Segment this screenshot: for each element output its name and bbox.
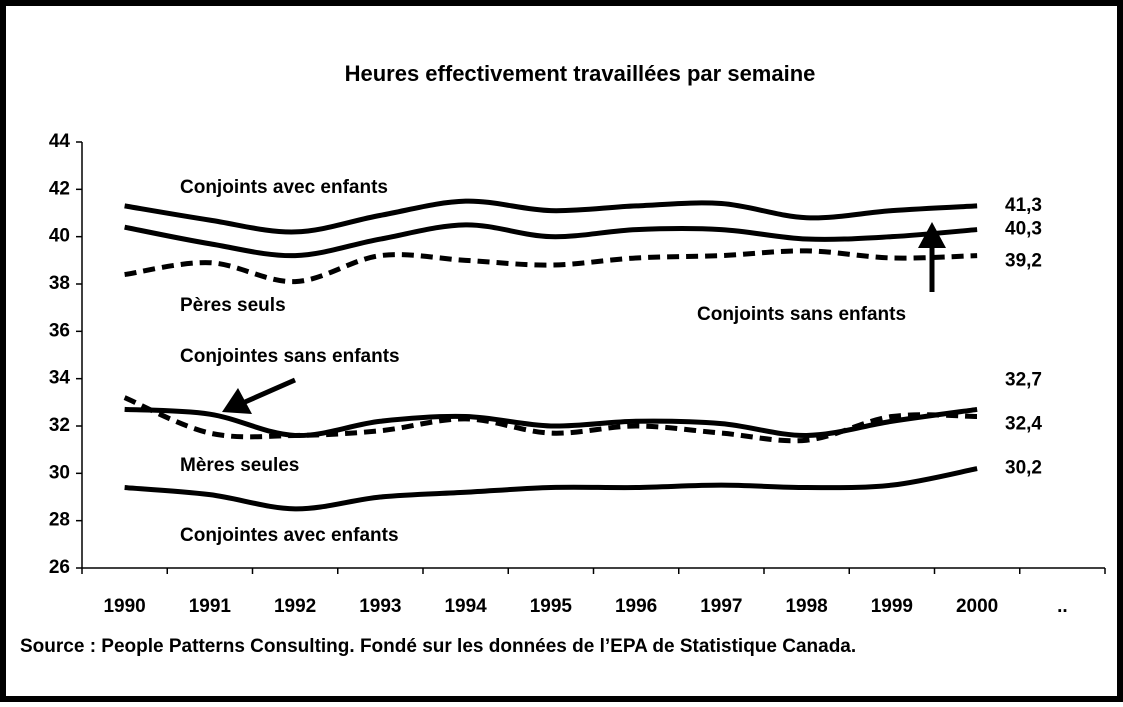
x-tick-label: 1990: [103, 596, 145, 617]
x-tick-label: 1993: [359, 596, 401, 617]
x-tick-label: 2000: [956, 596, 998, 617]
x-tick-label: 1994: [444, 596, 487, 617]
arrow-head: [222, 388, 252, 414]
y-tick-label: 28: [49, 510, 70, 531]
y-tick-label: 42: [49, 178, 70, 199]
data-label: 30,2: [1005, 458, 1042, 479]
data-label: 39,2: [1005, 251, 1042, 272]
data-label: 40,3: [1005, 219, 1042, 240]
arrow: [243, 377, 297, 405]
y-tick-label: 44: [49, 131, 71, 152]
series-line: [124, 406, 978, 438]
x-tick-label: 1995: [530, 596, 573, 617]
y-tick-label: 30: [49, 462, 70, 483]
series-label: Conjointes avec enfants: [180, 525, 399, 546]
series-line: [124, 466, 978, 512]
series-line: [124, 222, 978, 259]
data-label: 32,4: [1005, 414, 1042, 435]
series-label: Conjoints avec enfants: [180, 177, 388, 198]
series-line: [123, 395, 978, 444]
x-tick-label: 1998: [785, 596, 827, 617]
series-label: Conjoints sans enfants: [697, 304, 906, 325]
y-tick-label: 38: [49, 273, 70, 294]
series-label: Conjointes sans enfants: [180, 346, 400, 367]
y-tick-label: 26: [49, 557, 70, 578]
x-tick-label: 1996: [615, 596, 657, 617]
series-label: Mères seules: [180, 455, 299, 476]
data-label: 32,7: [1005, 369, 1042, 390]
series-line: [124, 198, 978, 235]
data-label: 41,3: [1005, 195, 1042, 216]
y-tick-label: 40: [49, 226, 70, 247]
chart-title: Heures effectivement travaillées par sem…: [345, 61, 816, 86]
y-tick-label: 32: [49, 415, 70, 436]
y-tick-label: 36: [49, 320, 70, 341]
x-tick-label: 1997: [700, 596, 742, 617]
x-tick-label: ..: [1057, 596, 1068, 617]
x-tick-label: 1991: [189, 596, 232, 617]
source-note: Source : People Patterns Consulting. Fon…: [20, 636, 856, 657]
series-label: Pères seuls: [180, 295, 286, 316]
x-tick-label: 1999: [871, 596, 913, 617]
y-tick-label: 34: [49, 368, 71, 389]
x-tick-label: 1992: [274, 596, 316, 617]
